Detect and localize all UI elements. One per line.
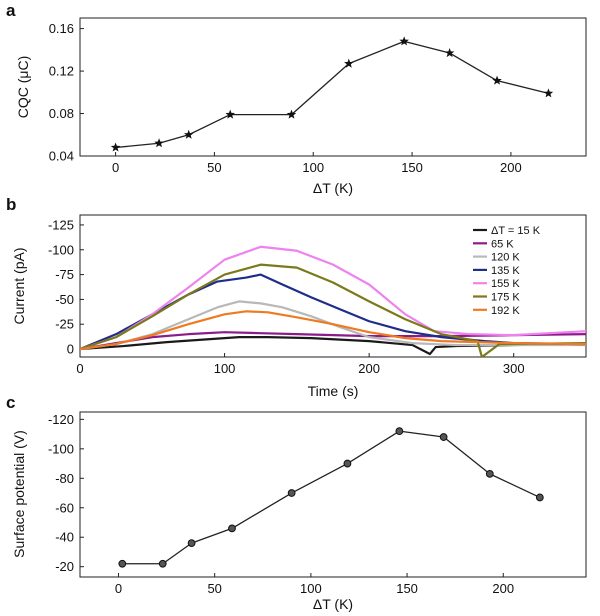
panel-c-xtick-label: 50 (207, 581, 221, 596)
panel-b-frame (79, 214, 587, 358)
panel-a-data-point (344, 58, 354, 68)
panel-b-ytick-label: -100 (48, 242, 74, 257)
panel-b-series-line-2 (80, 300, 586, 351)
legend-label: 135 K (491, 265, 520, 277)
legend-label: 120 K (491, 252, 520, 264)
panel-a-data-point (286, 109, 297, 119)
panel-c-data-point (439, 433, 448, 441)
panel-a-frame (79, 17, 587, 157)
panel-b-xlabel: Time (s) (308, 383, 359, 399)
panel-b-series-line-5 (80, 263, 586, 357)
panel-c-ytick-label: -60 (55, 500, 74, 515)
panel-a-ylabel: CQC (μC) (15, 56, 31, 119)
panel-a-data-point (543, 88, 554, 98)
panel-a-ytick-label: 0.08 (49, 106, 74, 121)
panel-b-ytick-label: -50 (55, 292, 74, 307)
panel-c-xtick-label: 150 (396, 581, 418, 596)
legend-label: 155 K (491, 278, 520, 290)
panel-a-xtick-label: 100 (302, 160, 324, 175)
panel-b-xtick-label: 300 (503, 361, 525, 376)
panel-b-xtick-label: 0 (76, 361, 83, 376)
panel-c-xlabel: ΔT (K) (313, 596, 353, 612)
panel-c-data-point (535, 493, 544, 502)
panel-a-data-point (183, 129, 194, 139)
panel-b-series-group (80, 245, 586, 357)
panel-c-data-point (187, 539, 196, 548)
panel-c-ytick-label: -40 (55, 530, 74, 545)
panel-c-data-point (287, 489, 296, 497)
panel-c-frame (79, 411, 587, 578)
legend-label: ΔT = 15 K (491, 225, 541, 237)
panel-c-ytick-label: -80 (55, 471, 74, 486)
panel-b-series-line-0 (80, 336, 586, 356)
panel-a-xtick-label: 50 (207, 160, 221, 175)
panel-a-xtick-label: 150 (401, 160, 423, 175)
panel-letter-b: b (6, 195, 16, 214)
panel-letter-a: a (6, 1, 16, 20)
legend-label: 175 K (491, 292, 520, 304)
panel-a-data-point (492, 75, 502, 85)
panel-b-series-line-6 (80, 310, 586, 351)
panel-a-xlabel: ΔT (K) (313, 180, 353, 196)
panel-b-ytick-label: 0 (67, 342, 74, 357)
panel-a-ytick-label: 0.04 (49, 149, 74, 164)
panel-b-ylabel: Current (pA) (11, 247, 27, 324)
panel-c-ytick-label: -100 (48, 441, 74, 456)
panel-c-xtick-label: 100 (300, 581, 322, 596)
panel-b-ytick-label: -75 (55, 267, 74, 282)
panel-c-xtick-label: 0 (115, 581, 122, 596)
panel-a-data-point (110, 142, 121, 152)
legend-label: 65 K (491, 238, 514, 250)
panel-c-data-point (343, 459, 352, 468)
panel-a-plot: 0 50 100 150 200 0.04 0.08 0.12 0.16 (49, 21, 554, 175)
panel-c-ylabel: Surface potential (V) (11, 430, 27, 558)
panel-a-ytick-label: 0.16 (49, 21, 74, 36)
panel-c-plot: 0 50 100 150 200 -20 -40 -60 -80 -100 -120 (48, 412, 544, 596)
panel-b-xtick-label: 100 (214, 361, 236, 376)
panel-a-xtick-label: 0 (112, 160, 119, 175)
panel-a-data-point (225, 109, 235, 119)
panel-c-series-line-0 (122, 430, 541, 565)
panel-a-data-point (399, 36, 409, 46)
panel-b-ytick-label: -25 (55, 317, 74, 332)
panel-a-data-point (154, 138, 164, 148)
legend-label: 192 K (491, 305, 520, 317)
panel-b-series-line-4 (80, 245, 586, 351)
panel-a-data-point (444, 48, 455, 58)
panel-c-data-point (118, 559, 127, 568)
panel-b-plot: 0 100 200 300 0 -25 -50 -75 -100 -125 ΔT = 15 K65 … (48, 217, 586, 376)
panel-letter-c: c (6, 393, 15, 412)
panel-b-xtick-label: 200 (358, 361, 380, 376)
panel-c-data-point (228, 524, 236, 533)
panel-a-ytick-label: 0.12 (49, 64, 74, 79)
panel-c-ytick-label: -120 (48, 412, 74, 427)
panel-a-xtick-label: 200 (500, 160, 522, 175)
panel-a-series-line-0 (115, 40, 549, 149)
panel-c-xtick-label: 200 (492, 581, 514, 596)
panel-c-ytick-label: -20 (55, 559, 74, 574)
panel-c-data-point (158, 559, 167, 568)
panel-b-ytick-label: -125 (48, 217, 74, 232)
panel-c-data-point (485, 469, 494, 478)
panel-c-data-point (395, 427, 404, 436)
